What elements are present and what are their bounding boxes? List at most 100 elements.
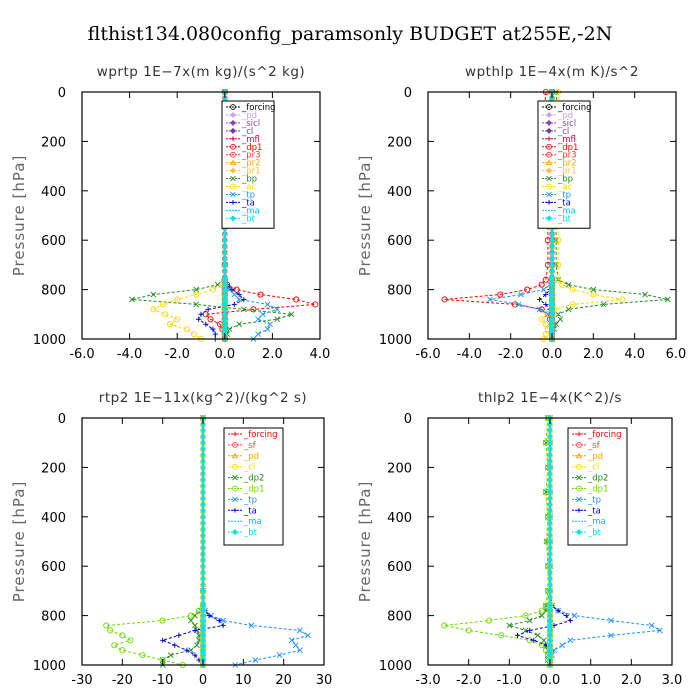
- chart-panel-2: wpthlp 1E−4x(m K)/s^2 Pressure [hPa] -6.0 -…: [356, 64, 686, 362]
- data-point: [543, 301, 549, 308]
- legend-marker: [575, 452, 583, 459]
- data-point: [200, 476, 206, 483]
- data-point: [190, 331, 197, 338]
- legend-label: _bt: [243, 528, 258, 538]
- legend-label: _dp1: [243, 485, 264, 495]
- legend-marker: [232, 496, 238, 503]
- data-point: [111, 642, 118, 649]
- data-point: [293, 296, 300, 303]
- data-point: [200, 452, 206, 458]
- data-point: [514, 632, 521, 638]
- data-point: [557, 316, 564, 323]
- data-point: [193, 291, 200, 298]
- data-point: [229, 287, 235, 293]
- data-point: [547, 619, 553, 625]
- data-point: [547, 446, 553, 452]
- legend-marker: [546, 143, 552, 150]
- series-bt: [199, 414, 207, 669]
- x-tick-label: 0.0: [542, 347, 563, 362]
- data-point: [590, 286, 597, 293]
- data-point: [569, 286, 576, 293]
- data-point: [200, 594, 206, 600]
- y-tick-label: 800: [41, 284, 66, 299]
- data-point: [119, 632, 126, 639]
- data-point: [222, 249, 228, 256]
- data-point: [441, 622, 448, 629]
- data-point: [174, 316, 181, 323]
- legend-label: _ta: [243, 506, 257, 516]
- legend-label: _ta: [241, 198, 255, 208]
- legend-marker: [546, 191, 552, 198]
- legend-label: _pd: [243, 452, 259, 462]
- legend-marker: [545, 159, 553, 166]
- data-point: [642, 291, 648, 298]
- data-point: [518, 291, 524, 298]
- legend-marker: [230, 127, 236, 134]
- data-point: [248, 622, 255, 629]
- data-point: [222, 231, 228, 237]
- data-point: [547, 600, 553, 607]
- data-point: [563, 613, 569, 619]
- data-point: [555, 237, 562, 244]
- legend-label: _pd: [241, 111, 257, 121]
- data-point: [547, 495, 553, 502]
- legend-marker: [230, 136, 236, 142]
- data-point: [119, 647, 126, 654]
- data-point: [540, 286, 547, 293]
- panels: wprtp 1E−7x(m kg)/(s^2 kg) Pressure [hPa]…: [10, 64, 686, 688]
- data-point: [184, 647, 190, 653]
- data-point: [222, 262, 228, 268]
- legend-marker: [232, 474, 238, 481]
- series-line: [105, 418, 204, 666]
- data-point: [531, 637, 537, 643]
- data-point: [567, 637, 574, 644]
- data-point: [212, 331, 218, 337]
- data-point: [547, 507, 553, 514]
- data-point: [274, 306, 281, 313]
- x-tick-label: 2.0: [583, 347, 604, 362]
- x-tick-label: -2.0: [165, 347, 190, 362]
- legend-label: _dp2: [587, 474, 608, 484]
- x-tick-label: -6.0: [69, 347, 94, 362]
- data-point: [200, 507, 206, 514]
- legend-marker: [546, 167, 552, 174]
- data-point: [167, 652, 174, 659]
- data-point: [222, 286, 228, 293]
- data-point: [200, 625, 206, 631]
- data-point: [547, 569, 553, 576]
- data-point: [549, 293, 555, 299]
- data-point: [549, 262, 555, 268]
- legend-marker: [546, 151, 552, 158]
- legend-label: _cl: [557, 127, 569, 137]
- legend: _forcing_sf_pd_cl_dp2_dp1_tp_ta_ma_bt: [567, 427, 628, 546]
- data-point: [200, 631, 206, 637]
- data-point: [200, 489, 206, 495]
- legend-label: _pr3: [557, 151, 577, 161]
- data-point: [216, 617, 222, 624]
- legend-label: _pr2: [241, 159, 261, 169]
- data-point: [526, 617, 533, 624]
- y-tick-label: 400: [387, 185, 412, 200]
- data-point: [547, 631, 553, 637]
- data-point: [549, 268, 555, 274]
- data-point: [162, 311, 169, 318]
- data-point: [274, 316, 281, 323]
- series-group: [441, 414, 663, 669]
- legend-label: _pd: [557, 111, 573, 121]
- data-point: [547, 575, 553, 582]
- legend-marker: [230, 119, 236, 126]
- data-point: [174, 296, 181, 303]
- legend-marker: [576, 442, 582, 448]
- data-point: [538, 316, 545, 323]
- data-point: [236, 291, 242, 298]
- data-point: [547, 649, 553, 656]
- data-point: [240, 306, 247, 313]
- legend-marker: [546, 215, 552, 222]
- data-point: [522, 612, 529, 619]
- data-point: [222, 317, 228, 324]
- x-tick-label: 0: [199, 673, 207, 688]
- legend-marker: [231, 452, 239, 459]
- legend-label: _dp1: [557, 143, 578, 153]
- legend-marker: [546, 136, 552, 142]
- data-point: [200, 606, 206, 613]
